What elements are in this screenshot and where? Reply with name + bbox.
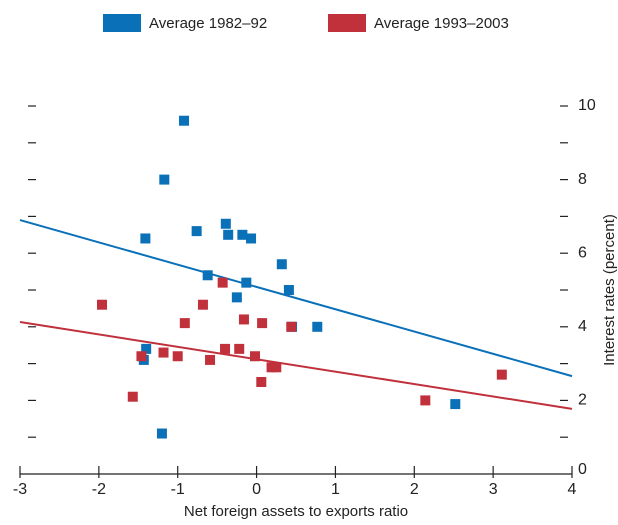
- point: [286, 321, 297, 332]
- x-tick-label: -2: [92, 481, 106, 498]
- point: [156, 428, 167, 439]
- point: [237, 229, 248, 240]
- legend-swatch: [328, 14, 366, 32]
- legend-swatch: [103, 14, 141, 32]
- point: [205, 354, 216, 365]
- point: [271, 362, 282, 373]
- x-tick-label: 4: [568, 481, 577, 498]
- point: [283, 285, 294, 295]
- point: [241, 277, 252, 288]
- y-tick-label: 10: [578, 97, 596, 114]
- x-tick-label: -1: [171, 481, 185, 498]
- y-tick-label: 2: [578, 392, 587, 409]
- point: [220, 343, 231, 354]
- point: [276, 259, 287, 270]
- point: [179, 115, 190, 126]
- point: [256, 377, 267, 387]
- x-tick-label: 1: [331, 481, 340, 498]
- x-tick-label: 2: [410, 481, 419, 498]
- y-tick-label: 6: [578, 244, 587, 261]
- point: [140, 233, 151, 244]
- legend-label: Average 1982–92: [149, 15, 267, 32]
- point: [136, 351, 147, 362]
- y-axis-label: Interest rates (percent): [601, 214, 618, 366]
- point: [420, 395, 431, 406]
- legend-label: Average 1993–2003: [374, 15, 509, 32]
- point: [450, 399, 461, 410]
- point: [496, 369, 507, 380]
- point: [246, 233, 257, 244]
- point: [202, 270, 213, 281]
- point: [249, 351, 260, 362]
- y-tick-label: 4: [578, 318, 587, 335]
- x-tick-label: 3: [489, 481, 498, 498]
- point: [197, 299, 208, 310]
- x-axis-label: Net foreign assets to exports ratio: [184, 503, 408, 520]
- point: [172, 351, 183, 362]
- y-tick-label: 8: [578, 171, 587, 188]
- point: [191, 226, 202, 237]
- point: [312, 321, 323, 332]
- trend-line: [19, 219, 573, 378]
- point: [231, 292, 242, 303]
- point: [220, 218, 231, 229]
- point: [238, 314, 249, 325]
- point: [127, 391, 138, 402]
- y-tick-label: 0: [578, 461, 587, 478]
- x-tick-label: 0: [252, 481, 261, 498]
- trend-line: [19, 321, 573, 410]
- point: [234, 343, 245, 354]
- point: [217, 277, 228, 288]
- point: [257, 318, 268, 329]
- x-tick-label: -3: [13, 481, 27, 498]
- point: [179, 318, 190, 329]
- point: [223, 229, 234, 240]
- point: [159, 174, 170, 185]
- point: [141, 343, 152, 354]
- point: [158, 347, 169, 358]
- point: [97, 299, 108, 310]
